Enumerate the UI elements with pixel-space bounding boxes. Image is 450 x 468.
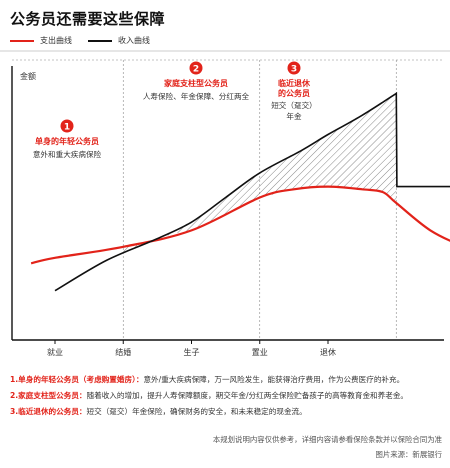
series-line-expense [30,185,450,265]
stage-dividers [12,59,444,340]
stage-number-3: 3 [291,64,297,74]
notes-section: 1.单身的年轻公务员（考虑购置婚房）：意外/重大疾病保障，万一风险发生，能获得治… [10,374,446,422]
legend-label-income: 收入曲线 [118,36,150,45]
page-title: 公务员还需要这些保障 [10,10,166,28]
stage-desc-1-1: 意外和重大疾病保险 [33,149,102,159]
stage-badge-1 [60,119,74,133]
stage-number-2: 2 [193,64,199,74]
stage-desc-3-1: 短交（趸交） [271,100,317,110]
note-3-key: 3.临近退休的公务员： [10,407,87,416]
x-tick-label-1: 结婚 [115,347,131,357]
legend-swatch-income [88,39,112,42]
note-1-text: 意外/重大疾病保障，万一风险发生，能获得治疗费用，作为公费医疗的补充。 [143,375,405,384]
note-1-key: 1.单身的年轻公务员（考虑购置婚房）： [10,375,144,384]
stage-badge-2 [189,61,203,75]
x-axis-ticks: 就业 结婚 生子 置业 退休 [47,340,336,357]
stage-title-3b: 的公务员 [278,88,310,98]
stage-desc-2-1: 人寿保险、年金保障、分红两全 [143,91,250,101]
legend-item-expense: 支出曲线 [10,35,72,46]
x-tick-label-2: 生子 [184,347,200,357]
x-tick-label-4: 退休 [320,347,336,357]
note-3: 3.临近退休的公务员：短交（趸交）年金保险，确保财务的安全，和未来稳定的现金流。 [10,406,446,417]
stage-title-2: 家庭支柱型公务员 [164,78,228,88]
stage-number-1: 1 [64,122,70,132]
stage-desc-3-2: 年金 [286,111,302,121]
note-2-key: 2.家庭支柱型公务员： [10,391,87,400]
footer-source: 图片来源：新展银行 [375,450,442,459]
legend-item-income: 收入曲线 [88,35,150,46]
note-2-text: 随着收入的增加，提升人寿保障额度，期交年金/分红两全保险贮备孩子的高等教育金和养… [86,391,409,400]
stage-title-1: 单身的年轻公务员 [35,136,99,146]
footer-disclaimer: 本规划说明内容仅供参考，详细内容请参看保险条款并以保险合同为准 [212,435,442,444]
x-tick-label-3: 置业 [252,347,268,357]
y-axis-label: 金额 [20,71,36,81]
stage-title-3a: 临近退休 [278,78,311,88]
legend-swatch-expense [10,39,34,42]
note-3-text: 短交（趸交）年金保险，确保财务的安全，和未来稳定的现金流。 [86,407,307,416]
legend-label-expense: 支出曲线 [40,36,72,45]
x-tick-label-0: 就业 [47,347,63,357]
note-2: 2.家庭支柱型公务员：随着收入的增加，提升人寿保障额度，期交年金/分红两全保险贮… [10,390,446,401]
stage-badge-3 [287,61,301,75]
note-1: 1.单身的年轻公务员（考虑购置婚房）：意外/重大疾病保障，万一风险发生，能获得治… [10,374,446,385]
series-line-income [54,91,450,292]
